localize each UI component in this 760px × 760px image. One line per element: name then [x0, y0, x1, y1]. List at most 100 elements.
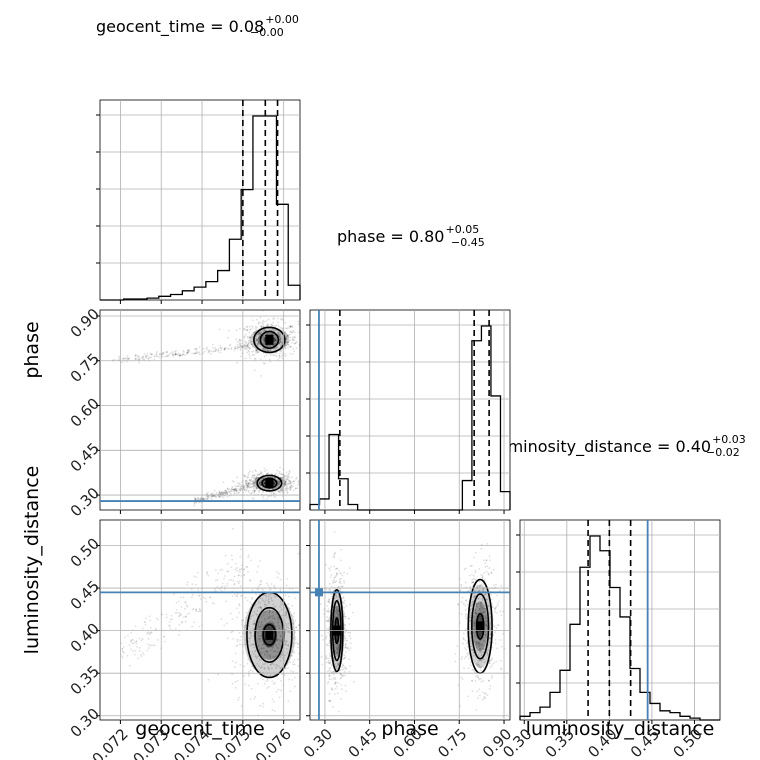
- sample-point: [213, 489, 216, 492]
- sample-point: [247, 658, 250, 661]
- sample-point: [293, 350, 296, 353]
- sample-point: [325, 657, 328, 660]
- sample-point: [258, 481, 261, 483]
- sample-point: [286, 488, 288, 490]
- sample-point: [475, 602, 478, 605]
- sample-point: [297, 320, 300, 323]
- sample-point: [236, 644, 239, 647]
- sample-point: [494, 586, 497, 588]
- sample-point: [253, 491, 255, 494]
- sample-point: [232, 490, 235, 493]
- sample-point: [258, 338, 260, 340]
- sample-point: [289, 488, 292, 491]
- sample-point: [285, 342, 288, 345]
- sample-point: [227, 329, 230, 332]
- sample-point: [335, 646, 338, 649]
- sample-point: [266, 651, 269, 654]
- sample-point: [289, 489, 291, 491]
- sample-point: [263, 611, 266, 614]
- sample-point: [225, 600, 227, 603]
- sample-point: [256, 663, 259, 665]
- sample-point: [477, 609, 480, 612]
- sample-point: [233, 583, 235, 586]
- sample-point: [262, 342, 265, 344]
- sample-point: [279, 339, 281, 341]
- sample-point: [274, 329, 277, 332]
- sample-point: [280, 349, 283, 352]
- sample-point: [297, 624, 300, 627]
- sample-point: [289, 325, 292, 328]
- sample-point: [223, 577, 225, 580]
- sample-point: [270, 473, 273, 476]
- sample-point: [190, 588, 193, 591]
- sample-point: [269, 675, 272, 677]
- hist-panel-phase: [306, 309, 511, 514]
- sample-point: [281, 653, 283, 656]
- sample-point: [249, 481, 252, 484]
- sample-point: [288, 469, 291, 472]
- sample-point: [234, 661, 237, 664]
- sample-point: [204, 497, 207, 499]
- sample-point: [165, 354, 168, 357]
- sample-point: [186, 351, 189, 353]
- sample-point: [273, 595, 276, 598]
- sample-point: [232, 637, 234, 640]
- sample-point: [278, 665, 280, 668]
- sample-point: [340, 572, 343, 575]
- sample-point: [192, 607, 195, 610]
- sample-point: [217, 348, 220, 351]
- sample-point: [301, 620, 303, 622]
- sample-point: [460, 583, 462, 586]
- sample-point: [336, 650, 338, 653]
- sample-point: [246, 483, 248, 486]
- sample-point: [248, 479, 251, 482]
- sample-point: [267, 472, 270, 474]
- sample-point: [334, 613, 337, 616]
- sample-point: [293, 659, 296, 661]
- sample-point: [290, 484, 293, 487]
- sample-point: [221, 568, 224, 571]
- sample-point: [230, 554, 233, 557]
- sample-point: [328, 640, 331, 643]
- sample-point: [198, 346, 201, 349]
- sample-point: [300, 641, 302, 643]
- sample-point: [121, 647, 124, 650]
- sample-point: [239, 345, 242, 348]
- sample-point: [254, 654, 257, 656]
- sample-point: [474, 595, 477, 598]
- sample-point: [272, 491, 275, 494]
- sample-point: [486, 651, 489, 653]
- sample-point: [234, 488, 236, 491]
- sample-point: [293, 621, 296, 624]
- sample-point: [302, 335, 304, 337]
- sample-point: [230, 487, 233, 489]
- sample-point: [285, 626, 288, 629]
- sample-point: [287, 343, 290, 346]
- sample-point: [255, 486, 258, 489]
- sample-point: [346, 572, 349, 575]
- sample-point: [255, 349, 258, 351]
- sample-point: [186, 581, 189, 584]
- sample-point: [248, 675, 250, 677]
- sample-point: [270, 588, 272, 591]
- sample-point: [127, 634, 129, 637]
- sample-point: [339, 677, 342, 680]
- sample-point: [216, 578, 219, 581]
- sample-point: [280, 341, 283, 343]
- sample-point: [270, 667, 273, 670]
- sample-point: [179, 354, 182, 357]
- sample-point: [247, 554, 250, 557]
- sample-point: [234, 347, 237, 350]
- sample-point: [275, 338, 277, 341]
- sample-point: [237, 343, 239, 346]
- sample-point: [481, 611, 484, 614]
- sample-point: [235, 487, 238, 490]
- sample-point: [222, 481, 225, 484]
- sample-point: [266, 350, 269, 352]
- sample-point: [480, 659, 482, 662]
- sample-point: [484, 633, 486, 636]
- sample-point: [289, 482, 292, 485]
- sample-point: [333, 660, 336, 662]
- sample-point: [255, 340, 257, 343]
- sample-point: [481, 576, 484, 579]
